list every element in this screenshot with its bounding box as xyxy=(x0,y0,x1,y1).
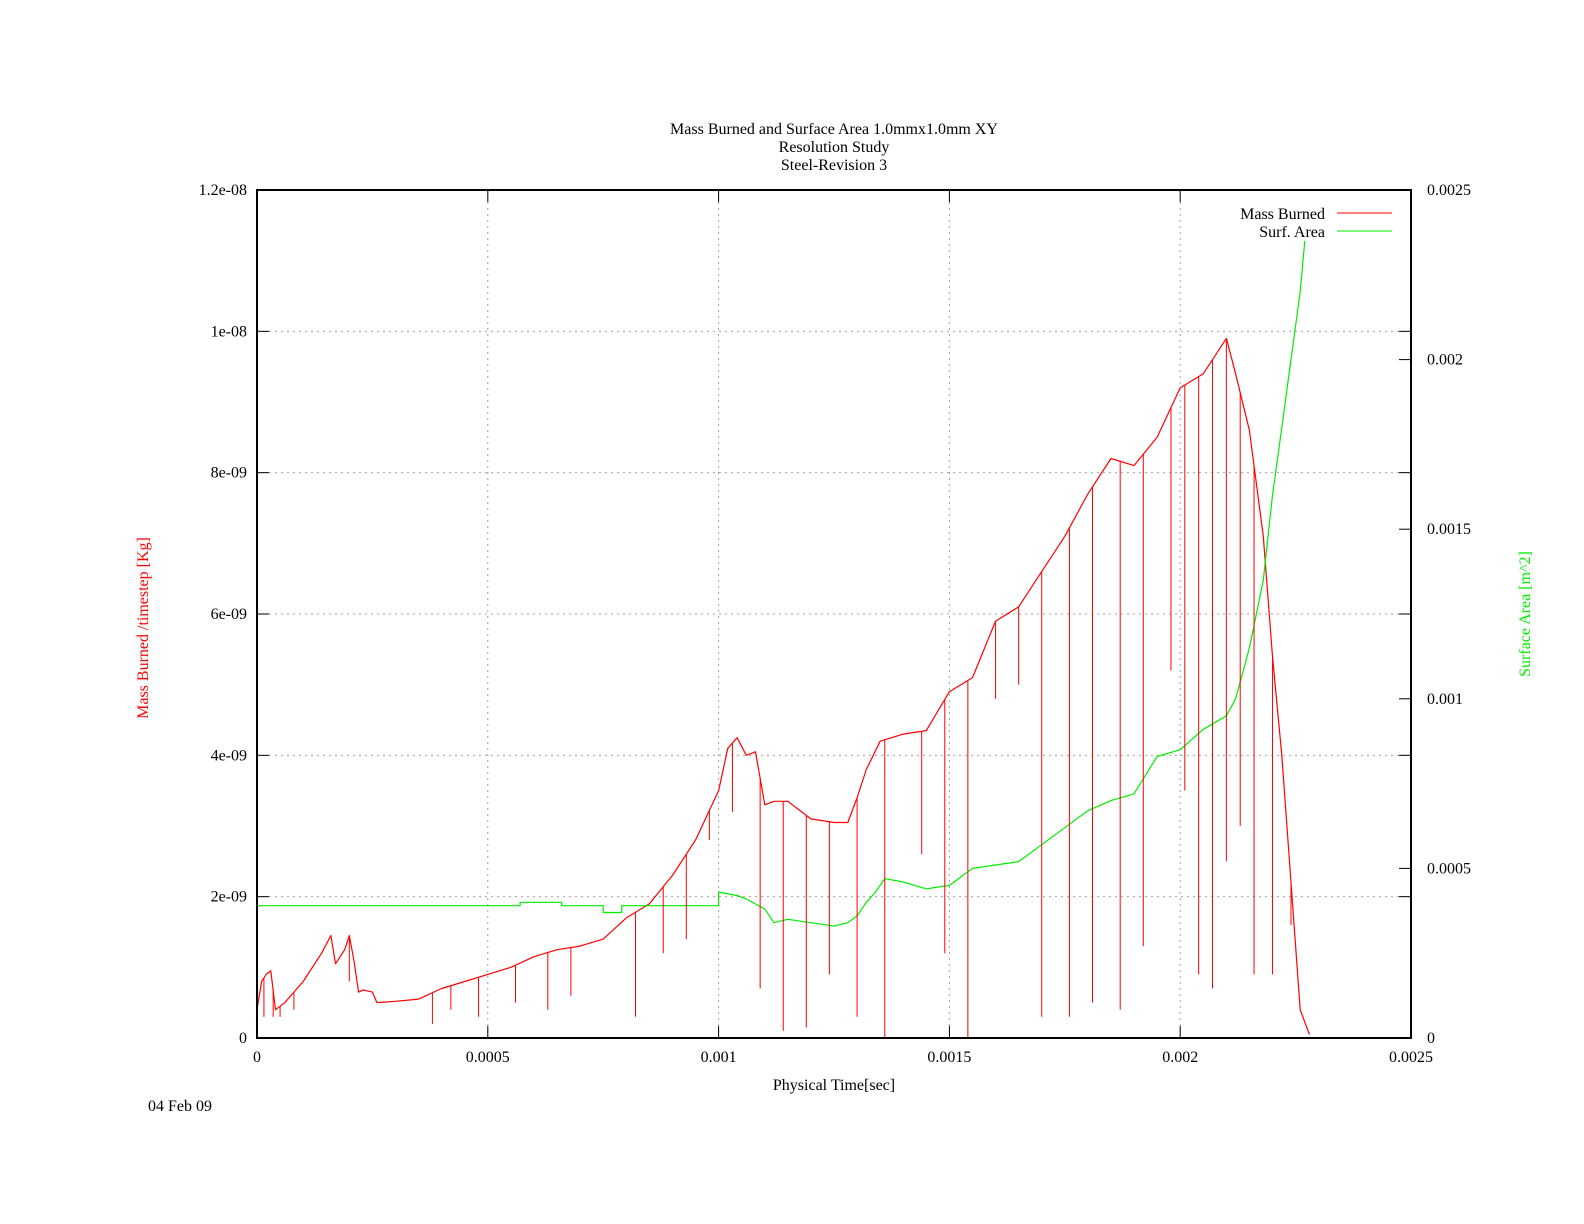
y2-tick-label: 0.001 xyxy=(1427,691,1463,708)
grid-lines xyxy=(257,190,1411,1038)
series-line-mass-burned xyxy=(256,337,1310,1035)
y2-tick-label: 0.0015 xyxy=(1427,521,1471,538)
date-label: 04 Feb 09 xyxy=(148,1098,212,1115)
y2-tick-label: 0.0005 xyxy=(1427,860,1471,877)
x-tick-label: 0 xyxy=(253,1049,261,1066)
y2-tick-label: 0.002 xyxy=(1427,352,1463,369)
chart-title-line-3: Steel-Revision 3 xyxy=(781,157,887,174)
legend-label-mass-burned: Mass Burned xyxy=(1240,206,1325,223)
y2-tick-labels: 0 0.0005 0.001 0.0015 0.002 0.0025 xyxy=(1427,182,1471,1047)
y-tick-label: 6e-09 xyxy=(211,606,247,623)
y-axis-label: Mass Burned /timestep [Kg] xyxy=(135,537,152,719)
series-line-surf-area xyxy=(257,240,1306,927)
y-tick-labels: 0 2e-09 4e-09 6e-09 8e-09 1e-08 1.2e-08 xyxy=(199,182,247,1047)
chart-title-line-2: Resolution Study xyxy=(779,139,890,156)
y2-tick-label: 0.0025 xyxy=(1427,182,1471,199)
legend: Mass Burned Surf. Area xyxy=(1240,206,1392,241)
y-tick-label: 2e-09 xyxy=(211,889,247,906)
x-tick-label: 0.0005 xyxy=(466,1049,510,1066)
x-tick-label: 0.0015 xyxy=(927,1049,971,1066)
x-tick-labels: 0 0.0005 0.001 0.0015 0.002 0.0025 xyxy=(253,1049,1433,1066)
plot-area xyxy=(256,240,1310,1038)
y-tick-label: 0 xyxy=(239,1030,247,1047)
y-tick-label: 1.2e-08 xyxy=(199,182,247,199)
x-tick-label: 0.002 xyxy=(1162,1049,1198,1066)
y2-tick-label: 0 xyxy=(1427,1030,1435,1047)
y-tick-label: 8e-09 xyxy=(211,465,247,482)
tick-marks xyxy=(256,189,1412,1039)
x-axis-label: Physical Time[sec] xyxy=(773,1077,895,1094)
y-tick-label: 1e-08 xyxy=(211,323,247,340)
x-tick-label: 0.0025 xyxy=(1389,1049,1433,1066)
y-tick-label: 4e-09 xyxy=(211,747,247,764)
y2-axis-label: Surface Area [m^2] xyxy=(1517,551,1534,677)
x-tick-label: 0.001 xyxy=(701,1049,737,1066)
chart-title-line-1: Mass Burned and Surface Area 1.0mmx1.0mm… xyxy=(670,121,998,138)
legend-label-surf-area: Surf. Area xyxy=(1259,224,1325,241)
